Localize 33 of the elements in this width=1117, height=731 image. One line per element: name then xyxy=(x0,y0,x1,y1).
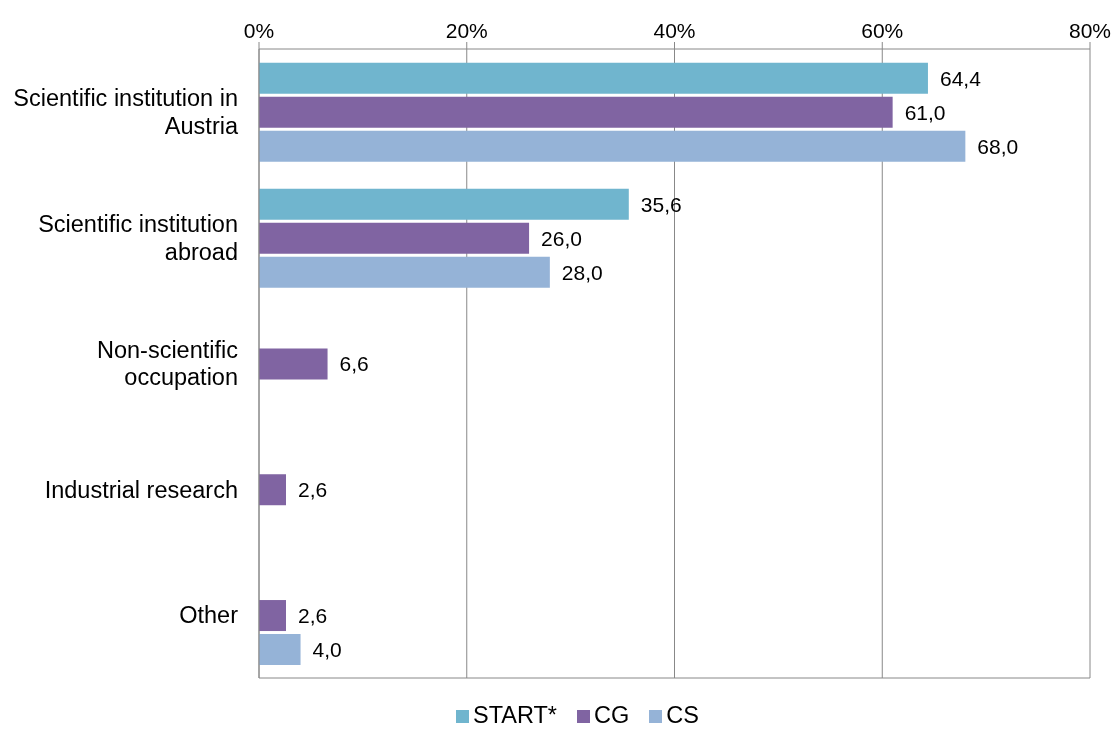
bar xyxy=(259,256,550,288)
y-tick-label: Scientific institution in Austria xyxy=(13,85,239,139)
bar xyxy=(259,634,301,666)
data-label: 35,6 xyxy=(640,192,682,216)
data-label: 4,0 xyxy=(312,637,342,661)
data-label: 68,0 xyxy=(977,134,1019,158)
data-label: 6,6 xyxy=(339,352,369,376)
y-tick-label: Scientific institution abroad xyxy=(38,211,238,265)
data-label: 2,6 xyxy=(298,603,328,627)
x-tick-label: 20% xyxy=(445,19,488,42)
x-tick-label: 80% xyxy=(1068,19,1112,42)
bar xyxy=(259,600,287,632)
y-tick-label: Non-scientific occupation xyxy=(96,336,239,391)
data-label: 28,0 xyxy=(561,260,603,284)
bar xyxy=(259,474,287,506)
y-tick-label: Industrial research xyxy=(44,476,238,503)
bar xyxy=(259,222,530,254)
data-label: 64,4 xyxy=(939,66,982,90)
bar xyxy=(259,130,966,162)
x-tick-label: 0% xyxy=(243,19,275,42)
data-label: 61,0 xyxy=(904,100,946,124)
x-tick-label: 40% xyxy=(653,19,696,42)
legend-label: START* xyxy=(473,702,558,728)
bar xyxy=(259,62,928,94)
bar xyxy=(259,96,893,128)
bar xyxy=(259,348,328,380)
legend-label: CG xyxy=(594,702,630,728)
legend-label: CS xyxy=(666,702,699,728)
x-tick-label: 60% xyxy=(861,19,904,42)
data-label: 2,6 xyxy=(298,478,328,502)
bar xyxy=(259,188,629,220)
data-label: 26,0 xyxy=(541,226,582,250)
y-tick-label: Other xyxy=(179,602,239,629)
